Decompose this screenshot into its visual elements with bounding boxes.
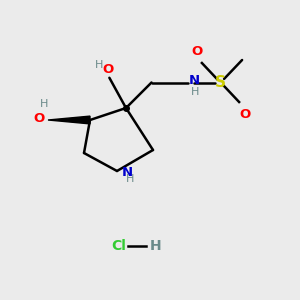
Text: H: H [126,174,134,184]
Text: N: N [189,74,200,88]
Text: H: H [191,87,199,97]
Text: O: O [102,63,113,76]
Text: S: S [215,75,226,90]
Text: H: H [95,60,103,70]
Text: N: N [122,166,133,179]
Text: H: H [149,239,161,253]
Polygon shape [48,116,90,124]
Text: Cl: Cl [111,239,126,253]
Text: O: O [33,112,44,125]
Text: O: O [192,45,203,58]
Text: O: O [239,108,251,121]
Text: H: H [40,99,49,110]
